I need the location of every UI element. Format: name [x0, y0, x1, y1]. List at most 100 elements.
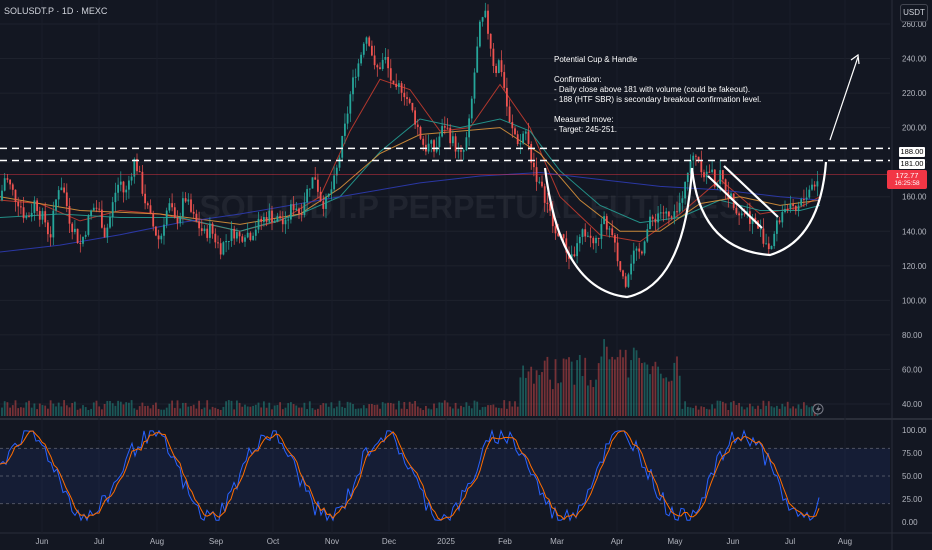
candle-body — [416, 124, 419, 127]
volume-bar — [246, 406, 249, 416]
candle-body — [111, 202, 114, 218]
candle-body — [797, 205, 800, 212]
candle-body — [365, 37, 368, 44]
volume-bar — [614, 359, 616, 416]
volume-bar — [6, 402, 9, 416]
horizontal-levels[interactable] — [0, 147, 890, 175]
volume-bar — [587, 385, 589, 416]
volume-bar — [708, 409, 711, 416]
price-tick-label: 40.00 — [902, 400, 923, 409]
candle-body — [454, 136, 457, 152]
volume-bar — [268, 402, 271, 416]
volume-bar — [603, 339, 605, 416]
volume-bar — [465, 402, 468, 416]
volume-bar — [503, 400, 506, 416]
volume-bar — [138, 406, 141, 416]
volume-bar — [659, 373, 662, 416]
volume-bar — [646, 364, 649, 416]
candle-body — [103, 227, 106, 238]
candle-body — [786, 208, 789, 210]
volume-bar — [179, 408, 182, 416]
candle-body — [713, 169, 716, 187]
volume-bar — [30, 407, 33, 416]
candle-body — [487, 10, 489, 34]
time-axis[interactable]: Jun Jul Aug Sep Oct Nov Dec 2025 Feb Mar Apr May Jun… — [36, 537, 853, 546]
currency-button[interactable]: USDT — [900, 4, 928, 22]
candle-body — [182, 198, 184, 217]
volume-bar — [654, 361, 657, 416]
candle-body — [160, 235, 163, 240]
candle-body — [36, 200, 38, 212]
candle-body — [759, 228, 762, 230]
volume-bar — [344, 407, 346, 416]
candle-body — [462, 150, 465, 152]
candle-body — [128, 180, 130, 190]
cup-handle-drawing[interactable] — [543, 53, 860, 299]
volume-bar — [325, 403, 327, 416]
volume-bar — [354, 408, 357, 416]
candle-body — [379, 67, 381, 69]
volume-bar — [443, 400, 446, 416]
volume-bar — [470, 408, 473, 416]
volume-bar — [635, 350, 638, 416]
candle-body — [314, 177, 317, 180]
volume-bar — [805, 405, 808, 416]
time-tick-label: Jul — [785, 537, 795, 546]
candle-body — [570, 254, 573, 259]
symbol-header[interactable]: SOLUSDT.P · 1D · MEXC — [4, 6, 108, 16]
candle-body — [587, 235, 589, 237]
candle-body — [20, 206, 22, 208]
candle-body — [284, 219, 287, 225]
candle-body — [341, 135, 344, 158]
candle-body — [670, 216, 673, 218]
candle-body — [395, 83, 398, 88]
candle-body — [457, 150, 460, 152]
volume-bar — [20, 407, 22, 416]
volume-bar — [657, 366, 659, 416]
volume-bar — [427, 408, 430, 416]
candle-body — [254, 229, 257, 236]
candle-body — [481, 17, 484, 22]
volume-bar — [514, 401, 516, 416]
volume-bar — [106, 400, 109, 416]
candle-body — [152, 213, 155, 227]
annotation-note[interactable]: Potential Cup & Handle Confirmation: - D… — [554, 55, 834, 135]
volume-bar — [670, 380, 673, 416]
candle-body — [317, 179, 319, 192]
volume-bar — [406, 409, 408, 416]
volume-bar — [111, 403, 114, 416]
volume-bar — [495, 407, 497, 416]
candle-body — [581, 229, 584, 237]
volume-bar — [60, 406, 63, 416]
volume-bar — [65, 405, 68, 416]
candle-body — [638, 248, 641, 252]
candle-body — [119, 181, 122, 185]
candle-body — [273, 221, 276, 223]
volume-bar — [1, 407, 3, 416]
volume-bar — [678, 375, 681, 416]
price-axis[interactable]: 40.0060.0080.00100.00120.00140.00160.001… — [902, 20, 927, 409]
candle-body — [354, 76, 357, 78]
candle-body — [165, 210, 168, 225]
volume-bar — [230, 400, 233, 416]
volume-bar — [522, 365, 524, 416]
lightning-icon[interactable] — [812, 403, 824, 415]
volume-bar — [395, 409, 398, 416]
volume-bar — [314, 409, 317, 416]
candle-body — [765, 243, 767, 245]
candle-body — [811, 184, 813, 190]
candle-body — [295, 208, 298, 211]
time-tick-label: Jun — [36, 537, 49, 546]
volume-bar — [227, 400, 230, 416]
candle-body — [538, 181, 541, 183]
candle-body — [492, 48, 495, 66]
candle-body — [311, 177, 314, 189]
volume-bar — [352, 404, 354, 416]
candle-body — [198, 221, 200, 229]
annotation-line: - Target: 245-251. — [554, 125, 618, 134]
candle-body — [400, 83, 403, 93]
time-tick-label: May — [667, 537, 682, 546]
candle-body — [106, 227, 109, 238]
candle-body — [125, 189, 128, 193]
